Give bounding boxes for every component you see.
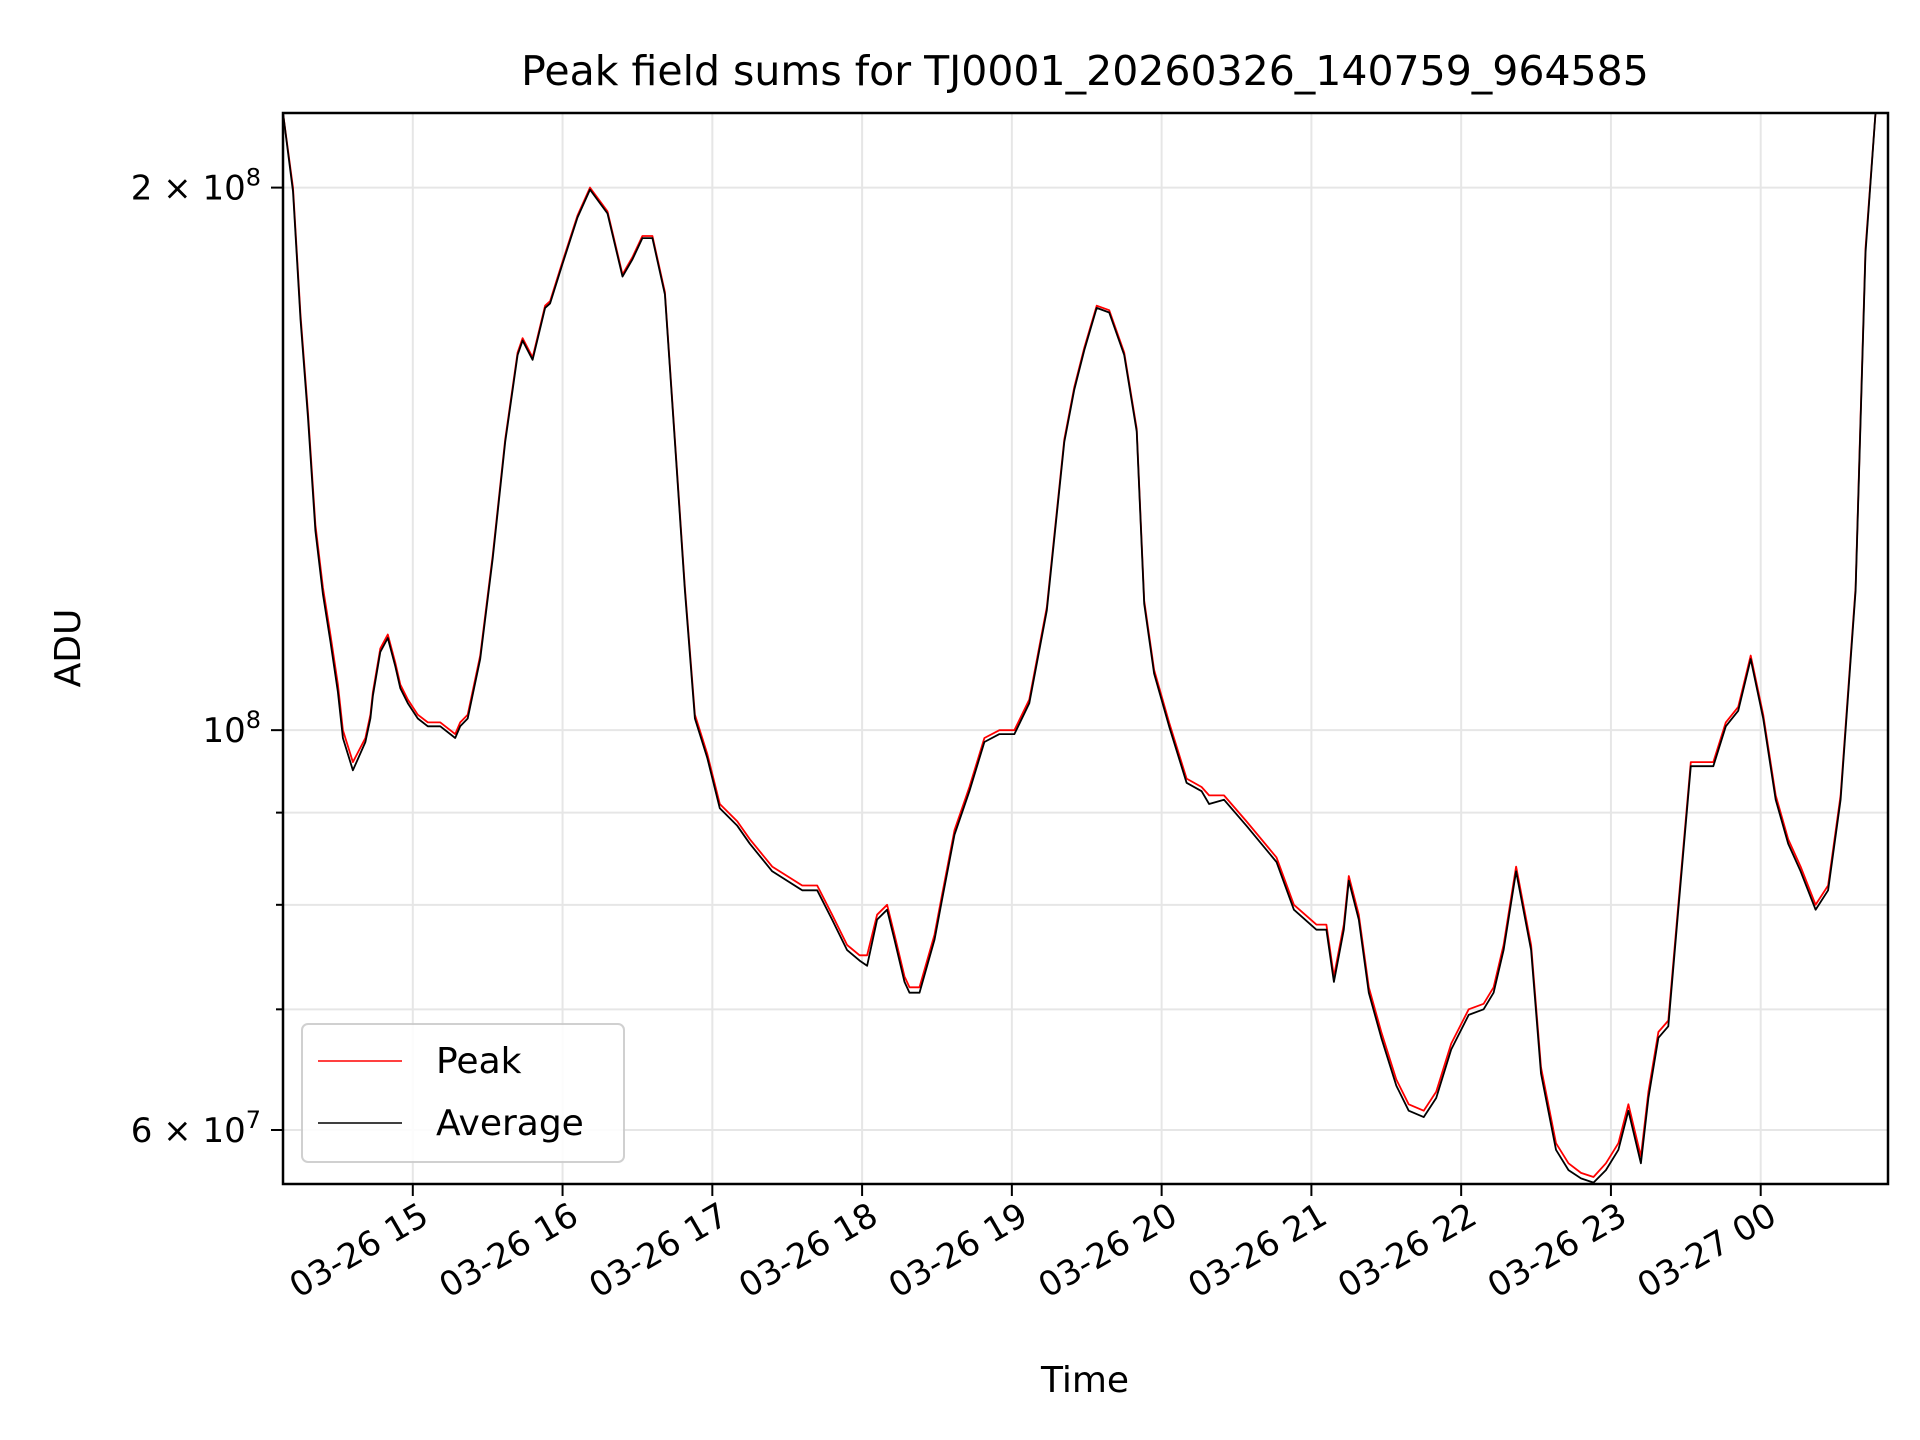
y-axis-label: ADU — [48, 609, 89, 688]
y-tick-label: 6 × 107 — [131, 1106, 261, 1151]
legend-label-peak: Peak — [436, 1041, 522, 1082]
plot-frame — [281, 111, 1890, 1186]
series-layer — [283, 113, 1888, 1184]
series-line-peak — [283, 113, 1888, 1178]
legend: Peak Average — [301, 1023, 625, 1163]
x-axis-label: Time — [1040, 1360, 1129, 1401]
y-tick-label: 2 × 108 — [131, 164, 261, 209]
series-line-average — [283, 113, 1888, 1184]
legend-box — [301, 1023, 625, 1163]
legend-label-average: Average — [436, 1103, 584, 1144]
chart-title: Peak field sums for TJ0001_20260326_1407… — [521, 47, 1649, 95]
